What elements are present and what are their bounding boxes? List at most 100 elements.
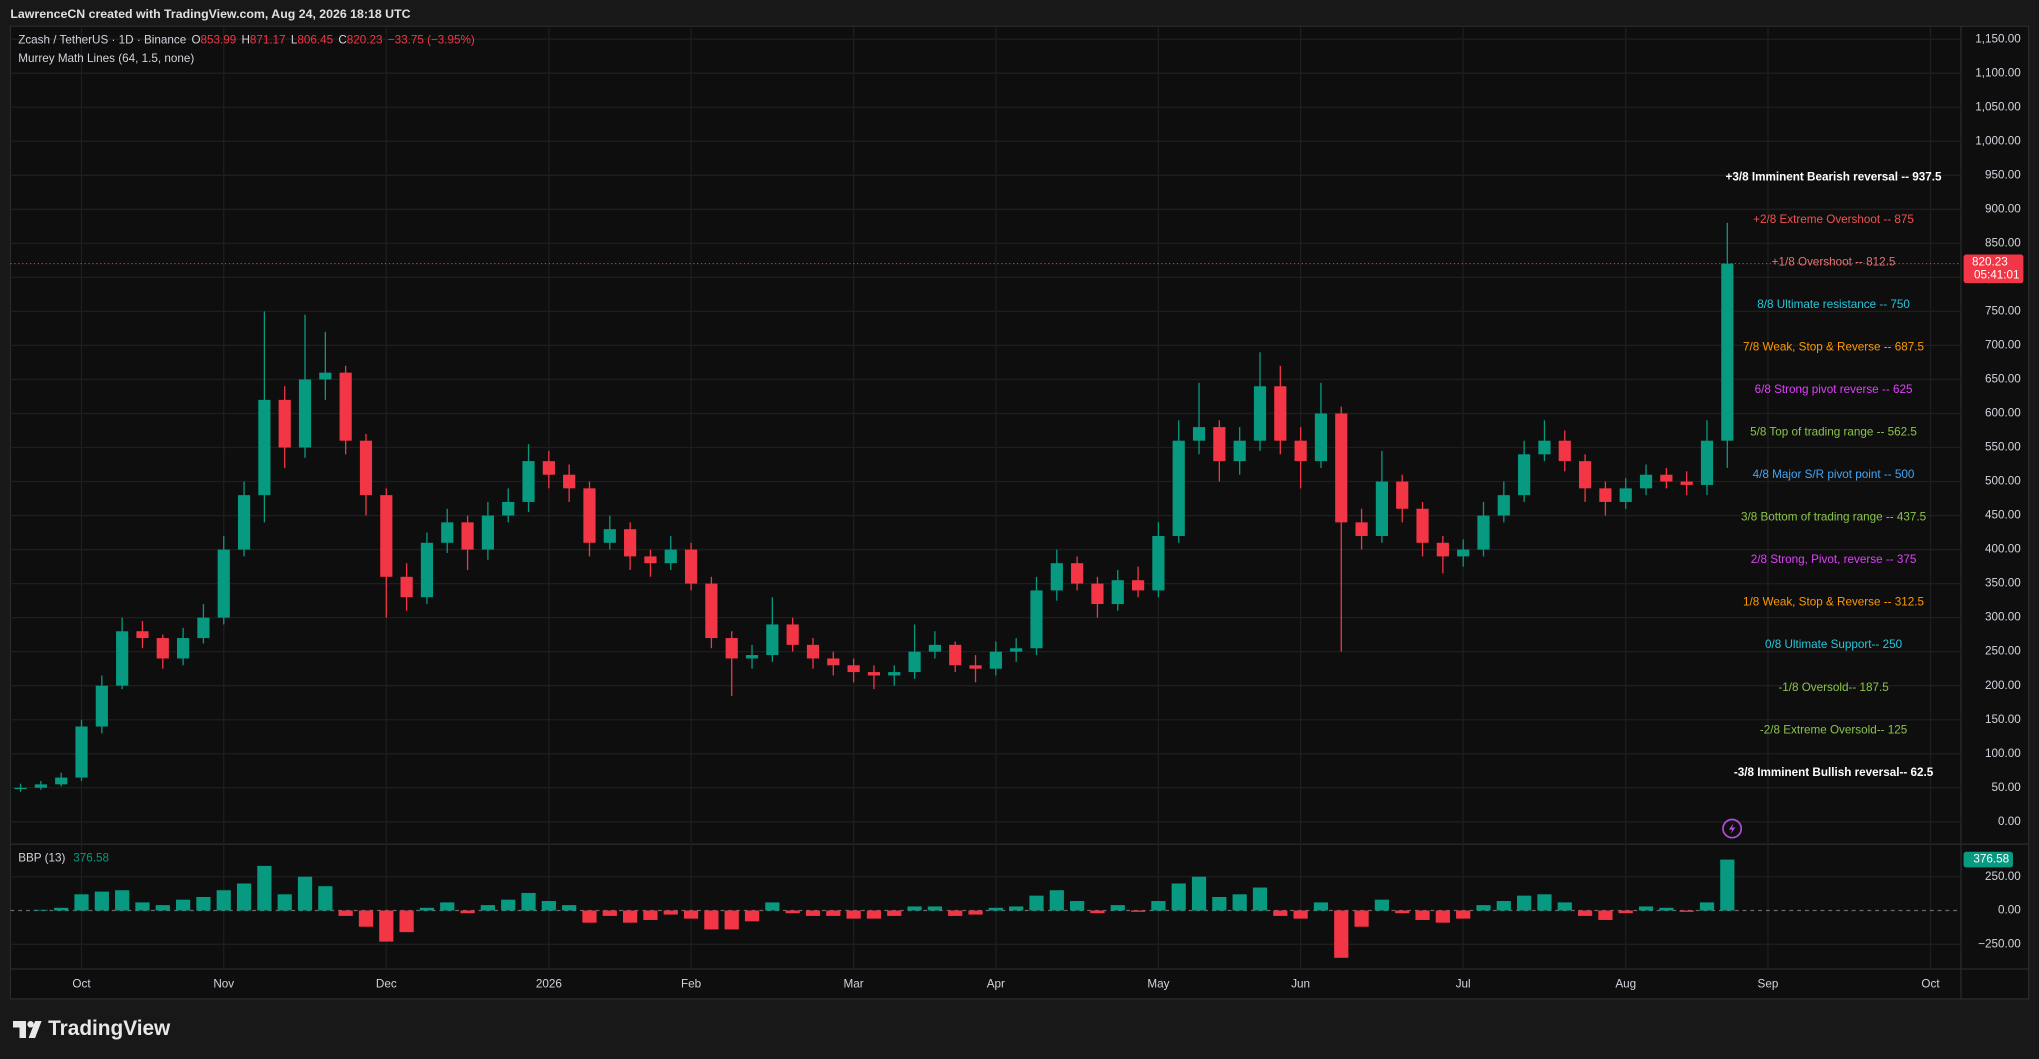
bbp-bar — [541, 901, 556, 911]
bbp-bar — [1151, 901, 1166, 911]
candle-body — [806, 644, 820, 659]
candle-body — [1721, 263, 1734, 441]
bbp-bar — [623, 910, 638, 923]
bbp-bar — [419, 907, 435, 911]
bbp-bar — [1517, 895, 1532, 911]
bbp-bar — [765, 902, 780, 911]
candle-body — [989, 651, 1002, 669]
bbp-bar — [94, 891, 109, 911]
murrey-level-label: 5/8 Top of trading range -- 562.5 — [1750, 426, 1917, 439]
symbol: Zcash / TetherUS · 1D · Binance — [18, 34, 186, 47]
countdown-label: 05:41:01 — [1974, 268, 2020, 281]
bbp-bar — [1334, 910, 1349, 958]
bbp-bar — [927, 906, 943, 911]
bbp-bar — [887, 910, 902, 916]
candle-body — [1314, 413, 1328, 462]
candle-body — [1030, 590, 1043, 649]
bbp-bar — [643, 910, 658, 920]
bbp-bar — [54, 907, 69, 911]
y-tick-label: 900.00 — [1985, 202, 2021, 215]
alert-icon[interactable] — [1722, 818, 1743, 839]
candle-body — [1172, 440, 1185, 536]
candle-body — [339, 372, 352, 441]
bbp-bar — [1638, 906, 1654, 911]
candle-body — [177, 638, 190, 659]
bbp-bar — [785, 910, 800, 914]
candle-body — [380, 495, 393, 577]
x-tick-label: Apr — [987, 978, 1005, 991]
murrey-level-label: -1/8 Oversold-- 187.5 — [1778, 681, 1889, 694]
x-tick-label: Jul — [1456, 978, 1471, 991]
ohlc-key: O — [191, 34, 200, 47]
candle-body — [949, 644, 962, 666]
bbp-bar — [1293, 910, 1308, 919]
murrey-level-label: 8/8 Ultimate resistance -- 750 — [1757, 298, 1910, 311]
last-price-label: 820.23 — [1972, 255, 2008, 268]
candle-body — [197, 617, 210, 639]
candle-body — [664, 549, 677, 564]
bbp-bar — [1699, 902, 1715, 911]
candle-body — [1477, 515, 1490, 550]
candle-body — [400, 576, 413, 598]
candle-body — [1010, 648, 1023, 652]
bbp-bar — [155, 905, 170, 911]
candle-body — [278, 399, 291, 448]
y-tick-label: −250.00 — [1978, 937, 2021, 950]
candle-body — [34, 784, 47, 788]
y-tick-label: 1,050.00 — [1975, 100, 2021, 113]
candle-body — [563, 474, 576, 489]
candle-body — [928, 644, 941, 652]
candle-body — [847, 665, 860, 673]
alert-circle — [1722, 818, 1743, 839]
bbp-bar — [744, 910, 760, 922]
bbp-bar — [1191, 876, 1207, 911]
y-tick-label: 400.00 — [1985, 543, 2021, 556]
bbp-bar — [1456, 910, 1471, 919]
ohlc-value: 820.23 — [347, 34, 383, 47]
candle-body — [359, 440, 373, 496]
brand: TradingView — [48, 1017, 171, 1040]
bbp-bar — [826, 910, 841, 916]
candle-body — [1578, 461, 1592, 489]
y-tick-label: 1,150.00 — [1975, 32, 2021, 45]
y-tick-label: 250.00 — [1985, 645, 2021, 658]
indicator-value: 376.58 — [73, 852, 109, 865]
candle-body — [725, 638, 738, 659]
bbp-bar — [236, 883, 252, 911]
bbp-bar — [1029, 895, 1044, 911]
candle-body — [217, 549, 230, 618]
candle-body — [1050, 563, 1063, 591]
candle-body — [827, 658, 840, 666]
grid — [10, 26, 1961, 970]
candle-body — [684, 549, 698, 584]
candle-body — [1639, 474, 1653, 489]
candle-body — [1071, 563, 1084, 584]
y-tick-label: 50.00 — [1992, 781, 2022, 794]
candle-body — [95, 685, 108, 727]
bbp-bar — [1009, 906, 1024, 911]
candle-body — [1558, 440, 1571, 462]
bbp-bar — [968, 910, 983, 915]
logo-slash — [28, 1021, 42, 1038]
bbp-bar — [460, 910, 475, 914]
bbp-bar — [135, 902, 150, 911]
indicator-legend: Murrey Math Lines (64, 1.5, none) — [18, 52, 194, 65]
candle-body — [1253, 386, 1267, 441]
bbp-bar — [33, 909, 48, 911]
bbp-bar — [1557, 902, 1572, 911]
bbp-bar — [521, 892, 536, 911]
bbp-bar — [480, 905, 495, 911]
bbp-bar — [1049, 890, 1064, 911]
bbp-bar — [1273, 910, 1288, 916]
bbp-bar — [1354, 910, 1369, 927]
bbp-bar — [74, 894, 89, 911]
candle-body — [1091, 583, 1104, 605]
bbp-bar — [1618, 910, 1633, 914]
credit: LawrenceCN created with TradingView.com,… — [10, 7, 410, 21]
x-tick-label: Mar — [844, 978, 864, 991]
candle-body — [298, 379, 312, 448]
x-tick-label: 2026 — [536, 978, 562, 991]
bbp-bar — [724, 910, 739, 930]
candle-body — [116, 631, 129, 686]
murrey-level-label: 7/8 Weak, Stop & Reverse -- 687.5 — [1743, 341, 1925, 354]
